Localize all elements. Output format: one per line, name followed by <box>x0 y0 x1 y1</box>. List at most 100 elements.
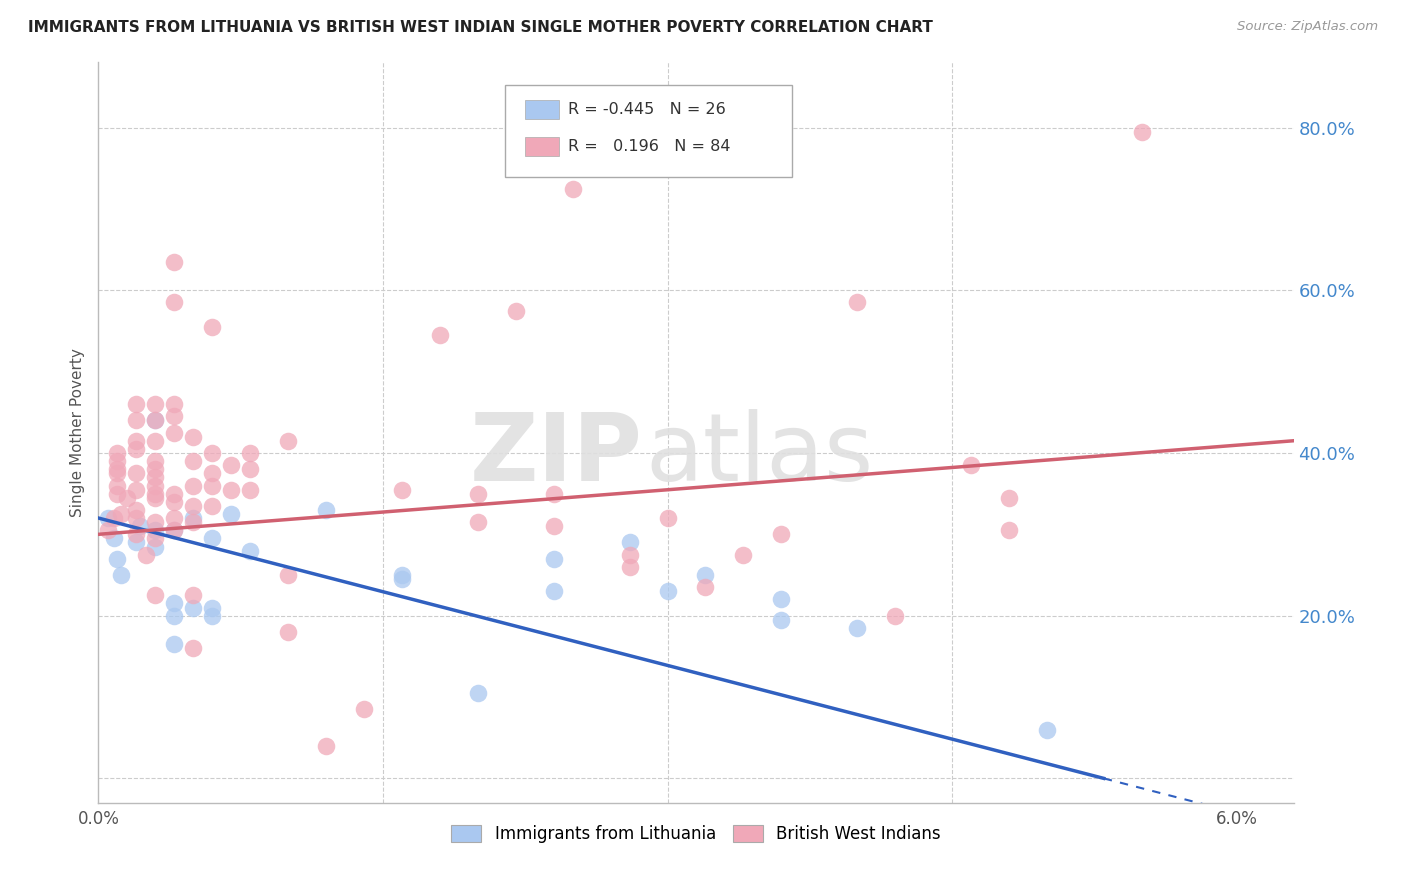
Point <box>105 462 128 476</box>
Point <box>163 295 186 310</box>
Point <box>239 446 262 460</box>
Point <box>619 535 641 549</box>
Text: ZIP: ZIP <box>470 409 643 500</box>
FancyBboxPatch shape <box>505 85 792 178</box>
Point <box>143 523 166 537</box>
Point <box>201 446 224 460</box>
Point <box>125 434 148 448</box>
Point <box>181 515 204 529</box>
Point <box>353 702 375 716</box>
Point <box>315 503 337 517</box>
FancyBboxPatch shape <box>524 100 558 120</box>
Point <box>239 543 262 558</box>
Point <box>125 483 148 497</box>
Point <box>543 519 565 533</box>
Point <box>315 739 337 753</box>
Point <box>105 454 128 468</box>
FancyBboxPatch shape <box>524 137 558 156</box>
Point <box>125 467 148 481</box>
Point <box>733 548 755 562</box>
Point <box>219 458 242 472</box>
Point <box>143 588 166 602</box>
Point <box>163 425 186 440</box>
Point <box>110 507 132 521</box>
Point <box>115 491 138 505</box>
Point <box>181 588 204 602</box>
Point <box>143 540 166 554</box>
Point <box>143 486 166 500</box>
Point <box>543 486 565 500</box>
Point <box>770 592 793 607</box>
Point <box>201 478 224 492</box>
Point <box>143 491 166 505</box>
Point <box>143 462 166 476</box>
Point <box>103 511 125 525</box>
Point <box>391 568 413 582</box>
Point <box>143 470 166 484</box>
Text: R =   0.196   N = 84: R = 0.196 N = 84 <box>568 138 731 153</box>
Point <box>391 483 413 497</box>
Point <box>657 584 679 599</box>
Point <box>998 491 1021 505</box>
Point <box>129 519 152 533</box>
Point <box>181 499 204 513</box>
Point <box>125 535 148 549</box>
Point <box>143 434 166 448</box>
Point <box>105 467 128 481</box>
Point <box>143 515 166 529</box>
Point <box>105 551 128 566</box>
Point <box>543 584 565 599</box>
Point <box>143 454 166 468</box>
Point <box>181 511 204 525</box>
Point <box>163 597 186 611</box>
Point <box>163 523 186 537</box>
Point <box>960 458 983 472</box>
Point <box>143 397 166 411</box>
Point <box>1130 125 1153 139</box>
Point <box>543 551 565 566</box>
Point <box>181 641 204 656</box>
Point <box>163 608 186 623</box>
Point <box>561 181 583 195</box>
Point <box>277 434 299 448</box>
Text: R = -0.445   N = 26: R = -0.445 N = 26 <box>568 102 725 117</box>
Text: Source: ZipAtlas.com: Source: ZipAtlas.com <box>1237 20 1378 33</box>
Point <box>181 430 204 444</box>
Point <box>135 548 157 562</box>
Point <box>163 523 186 537</box>
Point <box>619 548 641 562</box>
Point <box>125 442 148 456</box>
Point <box>105 486 128 500</box>
Text: atlas: atlas <box>645 409 875 500</box>
Point <box>201 319 224 334</box>
Point <box>163 486 186 500</box>
Point <box>163 397 186 411</box>
Point <box>125 511 148 525</box>
Point <box>125 413 148 427</box>
Point <box>201 467 224 481</box>
Point <box>505 303 527 318</box>
Point <box>467 515 489 529</box>
Point <box>201 532 224 546</box>
Point <box>770 527 793 541</box>
Point <box>125 503 148 517</box>
Point <box>163 637 186 651</box>
Point <box>219 507 242 521</box>
Point <box>181 454 204 468</box>
Point <box>391 572 413 586</box>
Text: IMMIGRANTS FROM LITHUANIA VS BRITISH WEST INDIAN SINGLE MOTHER POVERTY CORRELATI: IMMIGRANTS FROM LITHUANIA VS BRITISH WES… <box>28 20 934 35</box>
Point <box>201 600 224 615</box>
Point <box>695 580 717 594</box>
Point <box>429 328 451 343</box>
Point <box>201 499 224 513</box>
Point <box>163 254 186 268</box>
Point <box>110 568 132 582</box>
Point <box>125 527 148 541</box>
Point <box>467 686 489 700</box>
Point <box>103 532 125 546</box>
Legend: Immigrants from Lithuania, British West Indians: Immigrants from Lithuania, British West … <box>444 819 948 850</box>
Point <box>619 559 641 574</box>
Point <box>97 511 120 525</box>
Y-axis label: Single Mother Poverty: Single Mother Poverty <box>70 348 86 517</box>
Point <box>239 462 262 476</box>
